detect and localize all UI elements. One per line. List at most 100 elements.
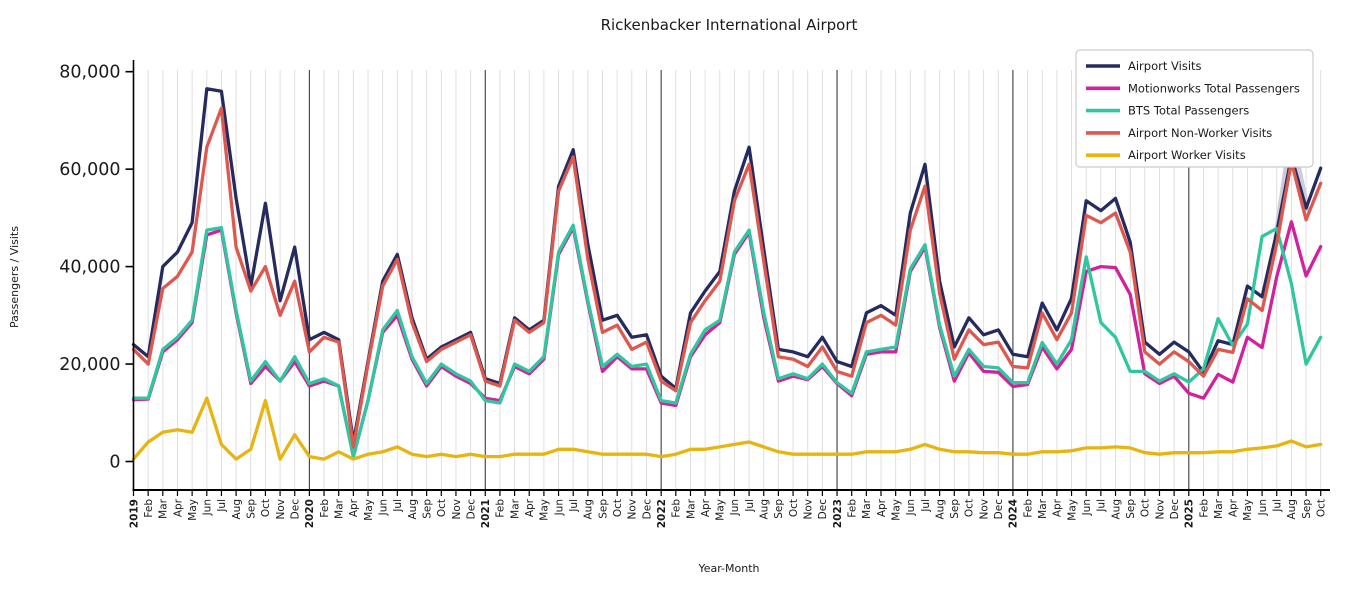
x-tick-label-month: Jul: [744, 499, 756, 513]
legend-label: Airport Non-Worker Visits: [1128, 126, 1272, 140]
x-tick-label-month: Nov: [627, 499, 639, 520]
x-tick-label-month: Oct: [1140, 499, 1152, 517]
y-axis-label: Passengers / Visits: [8, 226, 21, 328]
x-tick-label-month: Sep: [1125, 499, 1137, 519]
x-tick-label-month: Dec: [465, 499, 477, 520]
x-tick-label-month: Jun: [1257, 499, 1269, 516]
x-tick-label-month: Sep: [949, 499, 961, 519]
x-tick-label-month: Nov: [803, 499, 815, 520]
x-tick-label-month: Oct: [1316, 499, 1328, 517]
x-tick-label-month: Nov: [978, 499, 990, 520]
x-tick-label-month: Aug: [1286, 499, 1298, 520]
x-tick-label-month: Apr: [700, 498, 712, 517]
x-tick-label-month: Mar: [333, 498, 345, 518]
x-tick-label-month: May: [539, 499, 551, 521]
x-tick-label-month: Dec: [290, 499, 302, 520]
x-tick-label-year: 2025: [1184, 499, 1196, 528]
y-tick-label: 40,000: [59, 258, 120, 278]
x-tick-label-month: Aug: [1110, 499, 1122, 520]
x-tick-label-month: Apr: [1052, 498, 1064, 517]
legend-label: Motionworks Total Passengers: [1128, 81, 1300, 95]
x-tick-label-month: Apr: [172, 498, 184, 517]
series-line-airport-non-worker-visits: [131, 106, 1323, 449]
x-tick-label-month: Feb: [1198, 499, 1210, 518]
x-tick-label-month: Oct: [788, 499, 800, 517]
x-tick-label-month: Feb: [671, 499, 683, 518]
x-tick-label-month: Oct: [612, 499, 624, 517]
x-tick-label-month: Sep: [597, 499, 609, 519]
y-tick-label: 0: [109, 453, 120, 473]
x-tick-label-month: Apr: [876, 498, 888, 517]
x-tick-label-month: Sep: [1301, 499, 1313, 519]
x-tick-label-month: Aug: [407, 499, 419, 520]
x-tick-label-month: Feb: [143, 499, 155, 518]
x-tick-label-month: Feb: [495, 499, 507, 518]
x-tick-label-month: Sep: [246, 499, 258, 519]
x-tick-label-month: Mar: [1213, 498, 1225, 518]
x-tick-label-month: Dec: [1169, 499, 1181, 520]
x-tick-label-month: Jul: [392, 499, 404, 513]
x-tick-label-year: 2020: [304, 499, 316, 528]
x-tick-label-month: Jul: [568, 499, 580, 513]
x-tick-label-month: May: [890, 499, 902, 521]
x-tick-label-month: Apr: [524, 498, 536, 517]
y-tick-label: 20,000: [59, 355, 120, 375]
x-tick-label-month: May: [1242, 499, 1254, 521]
x-tick-label-month: Dec: [641, 499, 653, 520]
x-tick-label-month: Jul: [1096, 499, 1108, 513]
x-tick-label-month: May: [187, 499, 199, 521]
y-tick-label: 80,000: [59, 63, 120, 83]
legend-label: BTS Total Passengers: [1128, 104, 1249, 118]
x-tick-label-month: Jun: [1081, 499, 1093, 516]
legend-box: [1075, 49, 1314, 168]
series-line-bts-total-passengers: [131, 223, 1323, 459]
x-tick-label-month: Mar: [509, 498, 521, 518]
x-tick-label-year: 2024: [1008, 499, 1020, 528]
x-tick-label-month: May: [1066, 499, 1078, 521]
x-tick-label-month: Feb: [1022, 499, 1034, 518]
x-tick-label-month: May: [715, 499, 727, 521]
x-axis-label: Year-Month: [697, 562, 759, 575]
x-tick-label-year: 2022: [656, 499, 668, 528]
x-tick-label-month: Jun: [553, 499, 565, 516]
chart-title: Rickenbacker International Airport: [601, 16, 858, 34]
x-tick-label-month: Dec: [993, 499, 1005, 520]
x-tick-label-month: Aug: [934, 499, 946, 520]
x-tick-label-month: Oct: [260, 499, 272, 517]
x-tick-label-month: Jun: [905, 499, 917, 516]
x-tick-label-year: 2021: [480, 499, 492, 528]
x-tick-label-month: May: [363, 499, 375, 521]
series-line-airport-worker-visits: [131, 396, 1323, 461]
x-tick-label-month: Apr: [1228, 498, 1240, 517]
x-tick-label-month: Oct: [964, 499, 976, 517]
x-tick-label-month: Nov: [275, 499, 287, 520]
series-line-airport-visits: [131, 87, 1323, 444]
x-tick-label-month: Aug: [231, 499, 243, 520]
legend-label: Airport Visits: [1128, 59, 1202, 73]
x-tick-label-month: Mar: [685, 498, 697, 518]
x-tick-label-month: Feb: [319, 499, 331, 518]
legend-label: Airport Worker Visits: [1128, 148, 1246, 162]
x-tick-label-month: Feb: [846, 499, 858, 518]
x-tick-label-month: Sep: [421, 499, 433, 519]
x-tick-label-month: Sep: [773, 499, 785, 519]
x-tick-label-month: Oct: [436, 499, 448, 517]
x-tick-label-month: Aug: [759, 499, 771, 520]
x-tick-label-month: Mar: [158, 498, 170, 518]
x-tick-label-month: Mar: [861, 498, 873, 518]
x-tick-label-month: Nov: [451, 499, 463, 520]
x-tick-label-month: Jun: [377, 499, 389, 516]
x-tick-label-year: 2023: [832, 499, 844, 528]
x-tick-label-month: Apr: [348, 498, 360, 517]
y-tick-label: 60,000: [59, 160, 120, 180]
x-tick-label-month: Jun: [202, 499, 214, 516]
x-tick-label-month: Jul: [216, 499, 228, 513]
x-tick-label-month: Jul: [920, 499, 932, 513]
x-tick-label-month: Dec: [817, 499, 829, 520]
x-tick-label-month: Jun: [729, 499, 741, 516]
x-tick-label-month: Jul: [1272, 499, 1284, 513]
x-tick-label-month: Mar: [1037, 498, 1049, 518]
x-tick-label-year: 2019: [128, 499, 140, 528]
